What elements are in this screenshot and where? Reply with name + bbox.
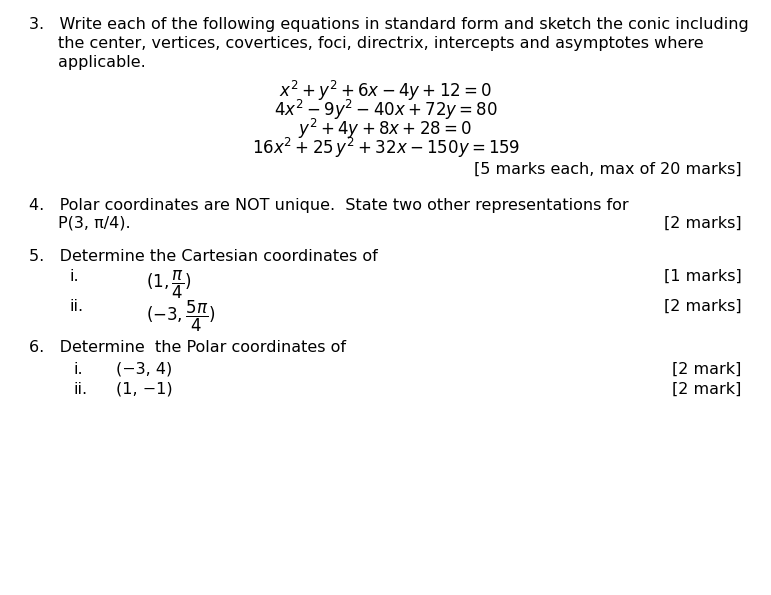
Text: i.: i.: [73, 362, 82, 377]
Text: (1, −1): (1, −1): [116, 382, 172, 397]
Text: 3.   Write each of the following equations in standard form and sketch the conic: 3. Write each of the following equations…: [29, 17, 749, 32]
Text: 4.   Polar coordinates are NOT unique.  State two other representations for: 4. Polar coordinates are NOT unique. Sta…: [29, 198, 629, 212]
Text: (−3, 4): (−3, 4): [116, 362, 172, 377]
Text: ii.: ii.: [69, 299, 83, 314]
Text: 6.   Determine  the Polar coordinates of: 6. Determine the Polar coordinates of: [29, 340, 346, 355]
Text: $(1,\dfrac{\pi}{4})$: $(1,\dfrac{\pi}{4})$: [146, 269, 192, 301]
Text: the center, vertices, covertices, foci, directrix, intercepts and asymptotes whe: the center, vertices, covertices, foci, …: [58, 36, 703, 51]
Text: $x^2  +  y^2  +  6x - 4y  +  12  =  0$: $x^2 + y^2 + 6x - 4y + 12 = 0$: [279, 79, 492, 103]
Text: $(-3,\dfrac{5\pi}{4})$: $(-3,\dfrac{5\pi}{4})$: [146, 299, 216, 334]
Text: $16x^2  + 25\, y^2 + 32x - 150y  =  159$: $16x^2 + 25\, y^2 + 32x - 150y = 159$: [251, 136, 520, 160]
Text: 5.   Determine the Cartesian coordinates of: 5. Determine the Cartesian coordinates o…: [29, 249, 378, 264]
Text: $y^2 + 4y + 8x  +  28  =  0$: $y^2 + 4y + 8x + 28 = 0$: [298, 117, 473, 141]
Text: [2 mark]: [2 mark]: [672, 382, 742, 397]
Text: [5 marks each, max of 20 marks]: [5 marks each, max of 20 marks]: [474, 162, 742, 177]
Text: P(3, π/4).: P(3, π/4).: [58, 215, 130, 230]
Text: i.: i.: [69, 269, 79, 284]
Text: [2 mark]: [2 mark]: [672, 362, 742, 377]
Text: applicable.: applicable.: [58, 55, 146, 70]
Text: [2 marks]: [2 marks]: [664, 215, 742, 230]
Text: [2 marks]: [2 marks]: [664, 299, 742, 314]
Text: [1 marks]: [1 marks]: [664, 269, 742, 284]
Text: $4x^2 - 9y^2 - 40x  +  72y  =  80$: $4x^2 - 9y^2 - 40x + 72y = 80$: [274, 98, 497, 122]
Text: ii.: ii.: [73, 382, 87, 397]
